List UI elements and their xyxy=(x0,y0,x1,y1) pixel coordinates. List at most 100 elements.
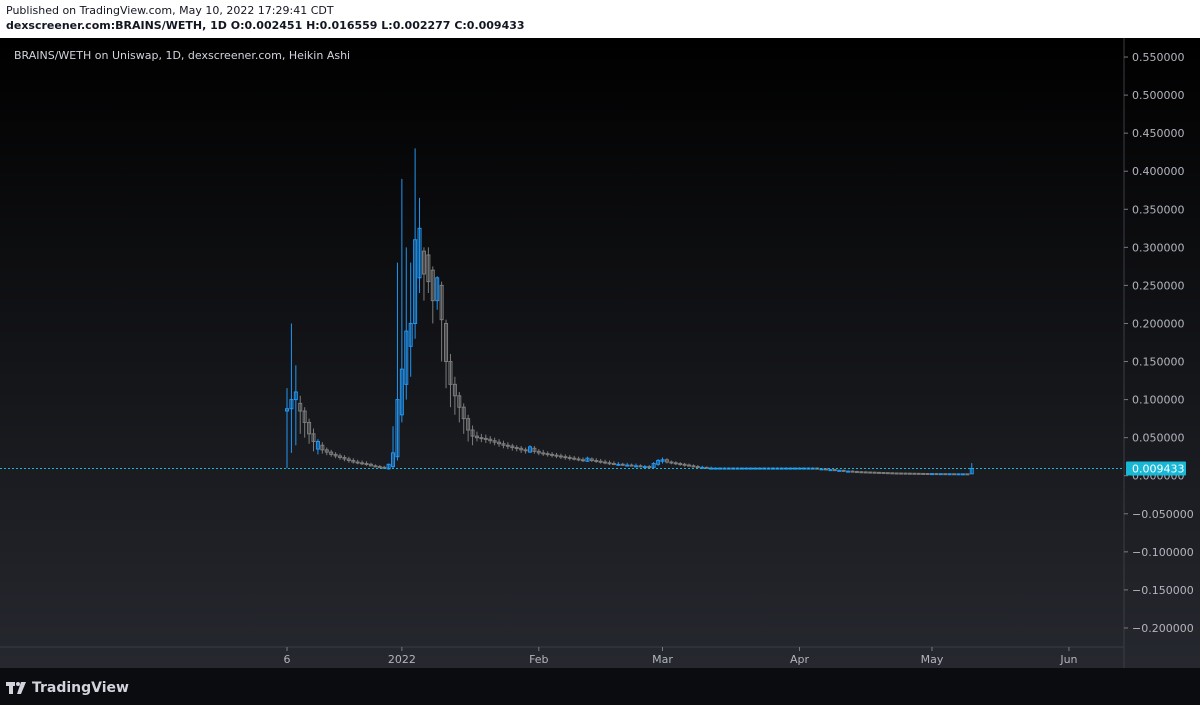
price-axis: 0.550000 0.500000 0.450000 0.400000 0.350000… xyxy=(1124,51,1194,635)
candle-body xyxy=(589,458,594,461)
candle xyxy=(408,262,413,377)
candle xyxy=(620,462,625,466)
tradingview-logo-icon xyxy=(6,682,26,694)
candle-body xyxy=(930,473,934,476)
candle xyxy=(497,439,502,447)
last-price-tag-bg xyxy=(1126,461,1186,476)
candle xyxy=(298,395,303,434)
tradingview-logo[interactable]: TradingView xyxy=(6,680,129,696)
candle xyxy=(430,266,435,324)
candle xyxy=(444,319,449,389)
candle xyxy=(678,462,683,466)
candle-body xyxy=(841,469,846,472)
time-tick-label: Mar xyxy=(652,653,673,666)
ohlc-high: H:0.016559 xyxy=(306,19,378,32)
candle xyxy=(598,458,603,464)
candle xyxy=(501,440,506,449)
candle xyxy=(930,473,934,476)
candle-body xyxy=(854,471,859,474)
candle xyxy=(421,247,426,301)
candle-body xyxy=(682,463,687,466)
candle xyxy=(881,472,886,475)
candle-body xyxy=(594,459,599,462)
candle xyxy=(943,473,948,476)
candle-body xyxy=(620,463,625,466)
candle-body xyxy=(311,433,316,442)
candle xyxy=(554,452,559,459)
candle-body xyxy=(302,410,307,423)
candle-body xyxy=(664,459,669,463)
candle xyxy=(466,414,471,442)
candle-body xyxy=(364,463,369,466)
time-tick-label: May xyxy=(921,653,944,666)
candle xyxy=(572,455,577,461)
candle xyxy=(656,458,661,466)
candle-body xyxy=(483,437,488,440)
symbol-label: dexscreener.com:BRAINS/WETH, 1D xyxy=(6,19,227,32)
candle-body xyxy=(695,466,700,469)
candle xyxy=(885,472,890,475)
candle-body xyxy=(700,466,705,469)
candle-body xyxy=(536,450,541,454)
candle-body xyxy=(466,418,471,431)
candle xyxy=(841,469,846,472)
candle xyxy=(890,472,895,475)
candle-body xyxy=(625,464,630,467)
candle xyxy=(938,473,943,476)
candle xyxy=(691,464,696,468)
candle xyxy=(550,452,555,458)
candle-body xyxy=(395,399,400,458)
ohlc-open: O:0.002451 xyxy=(230,19,303,32)
price-tick-label: 0.350000 xyxy=(1132,203,1185,216)
candle xyxy=(315,439,320,455)
candle-body xyxy=(457,395,462,408)
candle xyxy=(634,463,639,468)
published-note: Published on TradingView.com, May 10, 20… xyxy=(6,4,334,17)
candle xyxy=(832,468,837,472)
candle xyxy=(837,469,842,472)
candle xyxy=(563,454,568,460)
price-tick-label: 0.500000 xyxy=(1132,89,1185,102)
candle-body xyxy=(510,445,515,449)
candle xyxy=(470,425,475,446)
candle-body xyxy=(355,461,360,464)
candle-body xyxy=(541,452,546,455)
candle xyxy=(285,388,289,469)
candle xyxy=(969,463,974,475)
candle-body xyxy=(956,473,961,476)
candle-body xyxy=(329,451,334,455)
candle xyxy=(947,473,952,476)
candle-body xyxy=(611,463,616,466)
ohlc-low: L:0.002277 xyxy=(381,19,451,32)
candle xyxy=(302,407,307,438)
candle-body xyxy=(890,472,895,475)
candle xyxy=(355,459,360,465)
candle xyxy=(952,473,957,476)
candle xyxy=(868,471,873,474)
candle xyxy=(651,462,656,469)
candle-body xyxy=(660,459,665,462)
candle-body xyxy=(903,472,908,475)
candle xyxy=(457,391,462,423)
candle-body xyxy=(572,457,577,460)
candle-body xyxy=(391,452,396,468)
candle-body xyxy=(638,465,643,468)
candle xyxy=(876,471,881,474)
candle xyxy=(346,456,351,463)
candle xyxy=(413,148,418,339)
candle xyxy=(514,445,519,452)
ohlc-close: C:0.009433 xyxy=(454,19,525,32)
candle-body xyxy=(704,466,709,469)
candle-body xyxy=(289,399,294,410)
candle-body xyxy=(616,463,621,466)
candle-body xyxy=(828,469,833,472)
candle-body xyxy=(921,472,926,475)
candle-body xyxy=(461,406,466,420)
candle xyxy=(859,471,864,474)
candle xyxy=(333,452,338,459)
candle xyxy=(603,459,608,465)
time-axis: 6 2022 Feb Mar Apr May Jun xyxy=(284,647,1078,666)
candle-body xyxy=(868,471,873,474)
candlestick-chart[interactable]: BRAINS/WETH on Uniswap, 1D, dexscreener.… xyxy=(0,38,1200,668)
candle-body xyxy=(832,469,837,472)
